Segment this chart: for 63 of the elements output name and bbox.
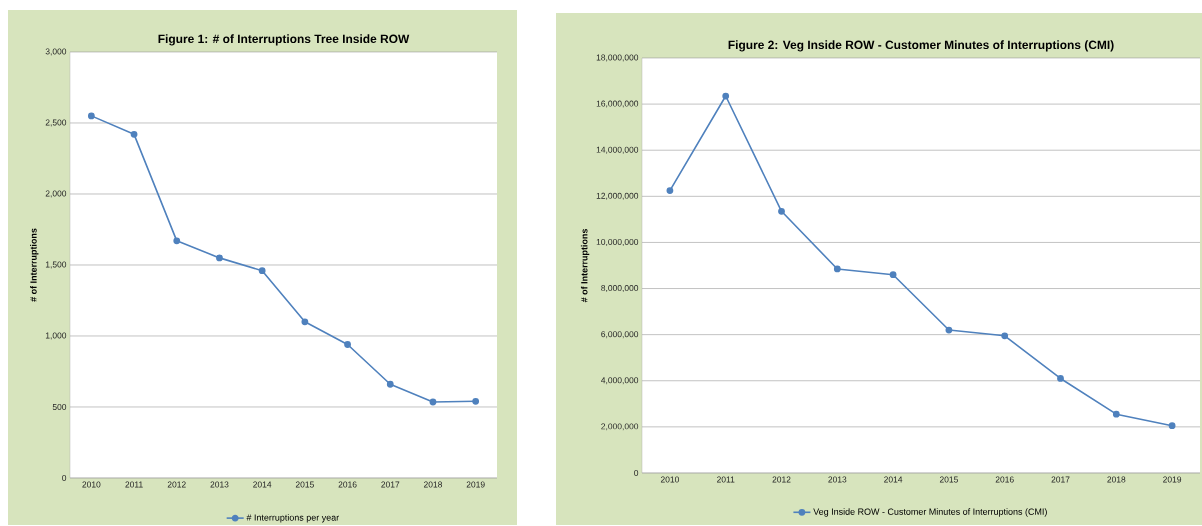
y-tick-label: 14,000,000 (596, 146, 639, 154)
point (833, 265, 841, 273)
legend-label: # Interruptions per year (246, 514, 340, 523)
point (87, 112, 95, 120)
x-tick-label: 2012 (167, 481, 186, 488)
point (258, 267, 266, 275)
y-tick-label: 2,000 (45, 190, 67, 198)
x-tick-label: 2019 (1163, 476, 1182, 483)
y-tick-label: 1,500 (45, 261, 67, 269)
y-tick-label: 2,500 (45, 119, 67, 127)
point (666, 187, 674, 194)
point (1057, 375, 1064, 382)
point (386, 380, 394, 388)
x-tick-label: 2014 (884, 476, 903, 483)
point (722, 92, 730, 100)
point (216, 254, 223, 262)
x-tick-label: 2013 (210, 481, 229, 488)
x-tick-label: 2018 (1107, 476, 1126, 483)
x-tick-label: 2018 (423, 481, 443, 488)
y-tick-label: 2,000,000 (601, 423, 639, 431)
y-tick-label: 10,000,000 (596, 238, 639, 246)
y-tick-label: 1,000 (45, 332, 67, 340)
x-tick-label: 2013 (828, 476, 847, 483)
y-axis-title: # of Interruptions (580, 228, 590, 303)
y-axis-title: # of Interruptions (30, 228, 39, 302)
x-tick-label: 2017 (1051, 476, 1070, 483)
point (429, 398, 437, 406)
point (1001, 332, 1009, 340)
y-tick-label: 16,000,000 (596, 100, 639, 108)
chart-title: Figure 1: # of Interruptions Tree Inside ROW (158, 34, 410, 46)
point (945, 326, 953, 334)
x-tick-label: 2010 (82, 481, 101, 488)
x-tick-label: 2017 (381, 481, 400, 488)
point (889, 271, 897, 279)
y-tick-label: 6,000,000 (601, 331, 639, 339)
x-tick-label: 2011 (717, 476, 735, 483)
x-tick-label: 2010 (660, 476, 679, 483)
x-tick-label: 2015 (295, 481, 314, 488)
y-tick-label: 3,000 (45, 48, 67, 56)
point (778, 207, 785, 215)
y-tick-label: 8,000,000 (601, 285, 639, 292)
point (173, 237, 181, 245)
x-tick-label: 2019 (466, 481, 485, 488)
x-tick-label: 2016 (338, 481, 357, 488)
point (130, 130, 138, 138)
point (301, 318, 309, 326)
chart-title: Figure 2: Veg Inside ROW - Customer Minutes of Interruptions (CMI) (728, 40, 1114, 52)
y-tick-label: 0 (62, 474, 67, 481)
y-tick-label: 4,000,000 (601, 377, 639, 385)
x-tick-label: 2012 (772, 476, 791, 483)
point (1112, 410, 1120, 418)
y-tick-label: 12,000,000 (596, 192, 639, 200)
point (1168, 422, 1176, 430)
x-tick-label: 2015 (939, 476, 958, 483)
x-tick-label: 2014 (253, 481, 272, 488)
y-tick-label: 0 (634, 469, 639, 476)
legend-label: Veg Inside ROW - Customer Minutes of Interruptions (CMI) (813, 508, 1047, 517)
y-tick-label: 500 (52, 403, 67, 410)
x-tick-label: 2016 (995, 476, 1014, 483)
y-tick-label: 18,000,000 (596, 54, 639, 62)
x-tick-label: 2011 (125, 481, 143, 488)
point (472, 397, 480, 405)
point (344, 341, 351, 348)
